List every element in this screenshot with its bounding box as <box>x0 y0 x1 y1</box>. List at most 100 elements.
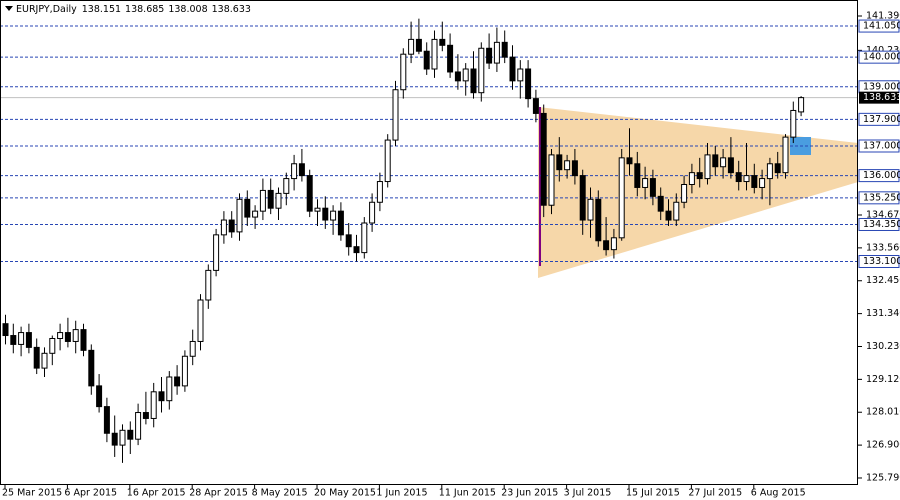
candle-body-up <box>314 207 321 212</box>
candle-body-up <box>517 68 524 82</box>
y-tick-label: 125.790 <box>866 472 900 483</box>
x-tick-label: 23 Jun 2015 <box>501 488 558 499</box>
candle-body-down <box>509 56 516 82</box>
candle-body-up <box>166 376 173 402</box>
candle-body-up <box>259 189 266 212</box>
level-label: 137.000 <box>863 141 900 152</box>
candle-body-up <box>205 269 212 301</box>
x-tick-label: 28 Apr 2015 <box>189 488 248 499</box>
level-label: 135.250 <box>863 192 900 203</box>
candle-body-up <box>275 192 282 209</box>
x-tick-label: 6 Aug 2015 <box>751 488 806 499</box>
candle-body-down <box>571 160 578 177</box>
y-tick-label: 141.390 <box>866 10 900 21</box>
candle-body-up <box>618 157 625 239</box>
level-label-box <box>858 254 900 268</box>
candle-body-up <box>283 178 290 194</box>
candle-body-down <box>532 98 539 114</box>
y-tick-label: 130.230 <box>866 341 900 352</box>
level-label: 140.000 <box>863 52 900 63</box>
y-tick-label: 132.450 <box>866 275 900 286</box>
x-tick-label: 6 Apr 2015 <box>64 488 117 499</box>
candle-body-down <box>634 163 641 188</box>
candle-body-up <box>57 332 64 339</box>
level-label: 137.900 <box>863 114 900 125</box>
candle-body-down <box>127 429 134 440</box>
level-label: 134.350 <box>863 219 900 230</box>
candle-body-up <box>548 154 555 206</box>
candle-body-down <box>486 47 493 64</box>
candle-body-up <box>673 201 680 221</box>
candle-body-up <box>478 47 485 94</box>
candle-body-down <box>96 385 103 408</box>
candle-body-up <box>181 355 188 387</box>
candle-body-down <box>665 210 672 221</box>
candle-body-up <box>150 391 157 419</box>
candle-body-down <box>25 332 32 348</box>
y-tick-label: 126.900 <box>866 440 900 451</box>
triangle-pattern <box>538 107 858 278</box>
candle-body-up <box>361 222 368 254</box>
candle-body-up <box>41 352 48 369</box>
candle-body-down <box>2 323 9 337</box>
candle-body-up <box>688 172 695 185</box>
candle-body-up <box>369 201 376 224</box>
x-tick-label: 11 Jun 2015 <box>439 488 496 499</box>
x-tick-label: 15 Jul 2015 <box>626 488 680 499</box>
x-tick-label: 16 Apr 2015 <box>127 488 186 499</box>
candle-body-down <box>80 329 87 351</box>
candle-body-up <box>119 429 126 446</box>
candle-body-down <box>345 234 352 248</box>
candle-body-up <box>431 38 438 70</box>
level-label: 141.050 <box>863 21 900 32</box>
candle-body-down <box>556 154 563 171</box>
candle-body-down <box>142 412 149 419</box>
candle-body-down <box>415 38 422 52</box>
candle-body-down <box>423 50 430 70</box>
symbol: EURJPY,Daily <box>16 4 77 15</box>
menu-arrow[interactable] <box>5 6 13 11</box>
candle-body-up <box>213 234 220 271</box>
candle-body-up <box>408 38 415 55</box>
candle-body-up <box>642 178 649 188</box>
level-label: 139.000 <box>863 81 900 92</box>
level-label-box <box>858 169 900 183</box>
candle-body-down <box>727 157 734 174</box>
candle-body-up <box>189 340 196 357</box>
candle-body-down <box>228 219 235 233</box>
candle-body-down <box>103 406 110 434</box>
candle-body-down <box>322 207 329 221</box>
candle-body-down <box>470 68 477 94</box>
y-tick-label: 131.340 <box>866 308 900 319</box>
candle-body-down <box>33 346 40 369</box>
level-label-box <box>858 19 900 33</box>
level-label-box <box>858 50 900 64</box>
level-label: 133.100 <box>863 256 900 267</box>
candle-body-up <box>790 109 797 138</box>
header: EURJPY,Daily 138.151 138.685 138.008 138.633 <box>16 4 251 15</box>
header-open: 138.151 <box>82 4 121 15</box>
candle-body-down <box>306 175 313 212</box>
y-tick-label: 140.230 <box>866 45 900 56</box>
candle-body-down <box>649 178 656 197</box>
y-tick-label: 129.120 <box>866 374 900 385</box>
x-tick-label: 1 Jun 2015 <box>376 488 427 499</box>
candle-body-up <box>291 163 298 180</box>
candle-body-down <box>626 157 633 165</box>
header-close: 138.633 <box>212 4 251 15</box>
candle-body-down <box>298 163 305 177</box>
candle-body-up <box>564 160 571 171</box>
candle-body-down <box>657 195 664 212</box>
candle-body-up <box>330 210 337 221</box>
candle-body-up <box>610 237 617 251</box>
candle-body-down <box>88 349 95 387</box>
x-tick-label: 27 Jul 2015 <box>688 488 742 499</box>
x-tick-label: 25 Mar 2015 <box>2 488 62 499</box>
candle-body-down <box>111 432 118 446</box>
candle-body-down <box>353 246 360 254</box>
candle-body-up <box>587 198 594 221</box>
candle-body-down <box>501 41 508 58</box>
level-label-box <box>858 191 900 205</box>
